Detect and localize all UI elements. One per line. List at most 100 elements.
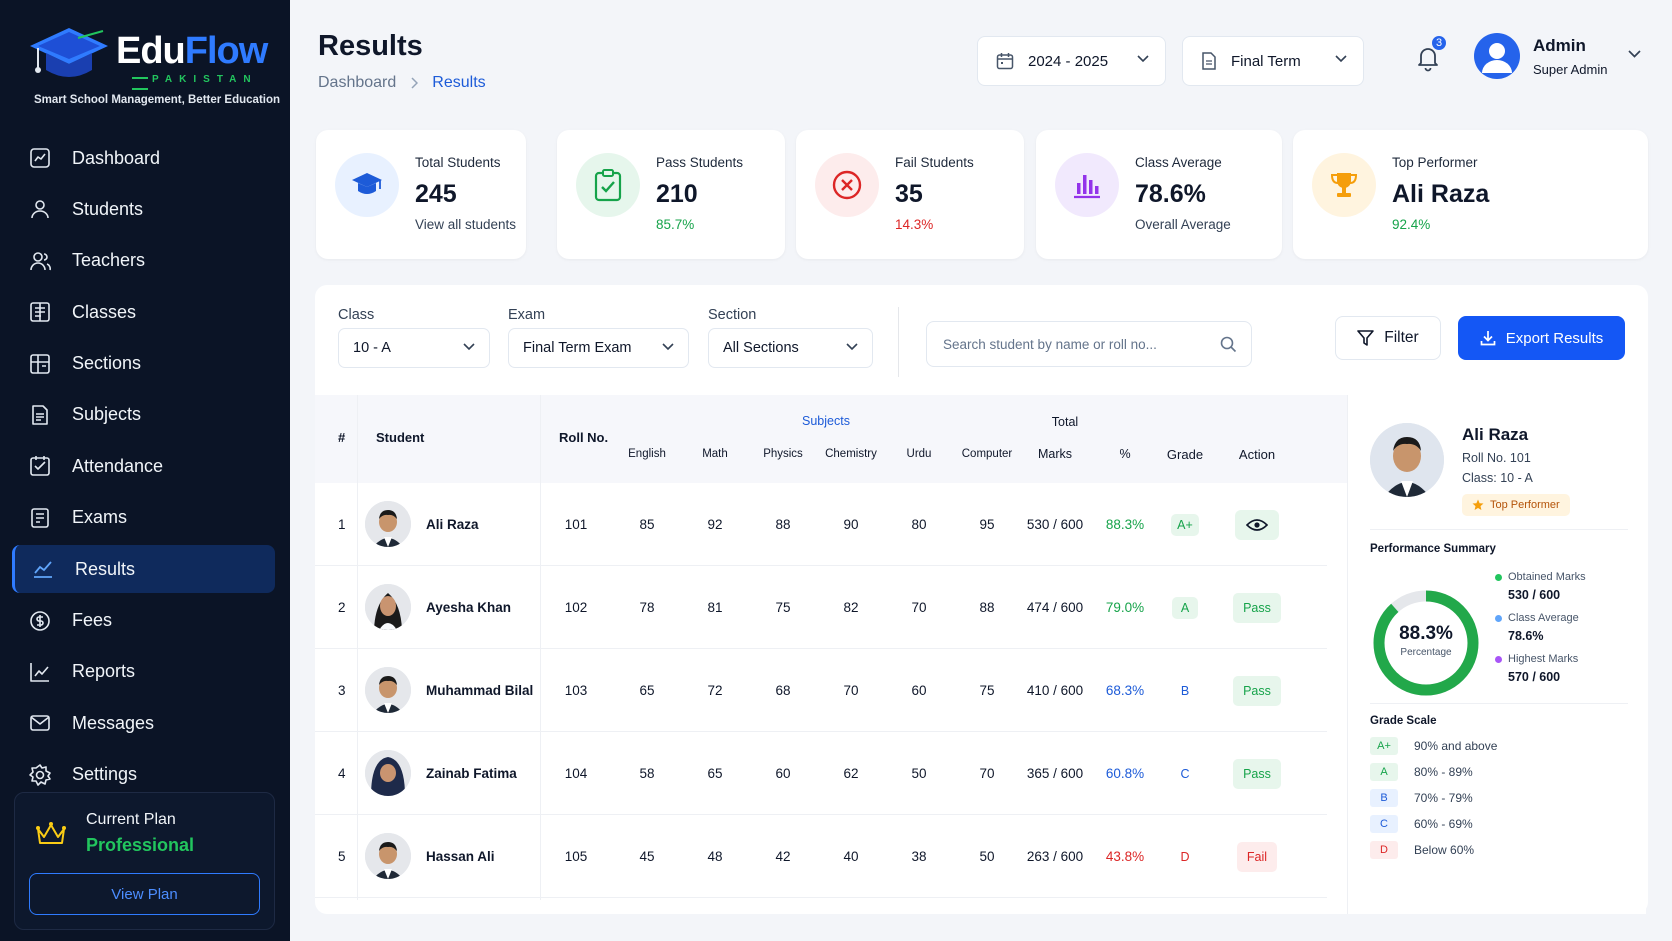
top-performer-label: Top Performer (1490, 499, 1560, 511)
brand-logo[interactable]: EduFlow PAKISTAN Smart School Management… (28, 24, 280, 114)
sidebar-item-attendance[interactable]: Attendance (12, 442, 275, 490)
sidebar-item-label: Dashboard (72, 147, 161, 168)
brand-sub: PAKISTAN (132, 74, 268, 96)
chevron-down-icon[interactable] (1628, 50, 1641, 58)
stat-label: Pass Students (656, 155, 744, 170)
table-row[interactable]: 4 Zainab Fatima 104 58 65 60 62 50 70 365 / 60… (315, 732, 1327, 815)
total-marks: 474 / 600 (1026, 600, 1084, 615)
settings-icon (28, 763, 52, 787)
total-marks: 530 / 600 (1026, 517, 1084, 532)
col-number-header: # (338, 430, 346, 445)
search-input[interactable] (943, 336, 1213, 352)
sidebar-item-label: Exams (72, 507, 128, 528)
view-plan-button[interactable]: View Plan (29, 873, 260, 915)
exams-icon (28, 506, 52, 530)
stat-card-pass-students[interactable]: Pass Students 210 85.7% (557, 130, 785, 259)
stat-card-top-performer[interactable]: Top Performer Ali Raza 92.4% (1293, 130, 1648, 259)
graduation-cap-logo-icon (30, 28, 108, 77)
col-student-header: Student (376, 430, 425, 445)
math-marks: 48 (707, 849, 723, 864)
urdu-marks: 80 (911, 517, 927, 532)
brand-tagline: Smart School Management, Better Educatio… (34, 94, 281, 106)
col-chemistry-header: Chemistry (825, 448, 877, 460)
exam-select[interactable]: Final Term Exam (508, 328, 689, 368)
legend-item: Highest Marks (1495, 653, 1578, 665)
messages-icon (28, 711, 52, 735)
breadcrumb-dashboard[interactable]: Dashboard (318, 74, 397, 91)
legend-value: 570 / 600 (1508, 670, 1561, 684)
computer-marks: 95 (979, 517, 995, 532)
sidebar-item-results[interactable]: Results (12, 545, 275, 594)
top-performer-badge: Top Performer (1462, 494, 1570, 516)
legend-label: Highest Marks (1508, 653, 1579, 665)
student-name[interactable]: Ali Raza (426, 517, 479, 532)
grade-scale-range: 80% - 89% (1414, 765, 1473, 779)
sidebar-item-classes[interactable]: Classes (12, 288, 275, 336)
student-name[interactable]: Ayesha Khan (426, 600, 512, 615)
table-row[interactable]: 5 Hassan Ali 105 45 48 42 40 38 50 263 / 600 4… (315, 815, 1327, 898)
attendance-icon (28, 454, 52, 478)
chemistry-marks: 40 (843, 849, 859, 864)
student-name[interactable]: Muhammad Bilal (426, 683, 534, 698)
sidebar-item-sections[interactable]: Sections (12, 340, 275, 388)
class-select[interactable]: 10 - A (338, 328, 490, 368)
term-select[interactable]: Final Term (1182, 36, 1364, 86)
stat-subtext[interactable]: View all students (415, 217, 517, 232)
divider (1370, 529, 1628, 530)
col-action-header: Action (1238, 447, 1276, 462)
student-search[interactable] (926, 321, 1252, 367)
current-plan-card: Current Plan Professional View Plan (14, 792, 275, 930)
class-select-value: 10 - A (353, 340, 391, 356)
sidebar-item-label: Teachers (72, 250, 146, 271)
exam-filter-label: Exam (508, 307, 546, 323)
percentage: 88.3% (1105, 517, 1145, 532)
roll-number: 102 (564, 600, 588, 615)
sidebar-item-exams[interactable]: Exams (12, 494, 275, 542)
page-title: Results (318, 30, 423, 62)
physics-marks: 88 (775, 517, 791, 532)
stat-subtext: 85.7% (656, 217, 695, 232)
stat-card-class-average[interactable]: Class Average 78.6% Overall Average (1036, 130, 1282, 259)
view-result-button[interactable] (1235, 509, 1279, 540)
english-marks: 45 (639, 849, 655, 864)
stat-card-fail-students[interactable]: Fail Students 35 14.3% (796, 130, 1024, 259)
physics-marks: 68 (775, 683, 791, 698)
student-name[interactable]: Hassan Ali (426, 849, 495, 864)
star-icon (1472, 499, 1484, 510)
sidebar-item-students[interactable]: Students (12, 185, 275, 233)
trophy-icon (1312, 153, 1376, 217)
urdu-marks: 60 (911, 683, 927, 698)
student-name[interactable]: Zainab Fatima (426, 766, 517, 781)
table-row[interactable]: 3 Muhammad Bilal 103 65 72 68 70 60 75 410 / 6… (315, 649, 1327, 732)
sidebar-item-messages[interactable]: Messages (12, 699, 275, 747)
performance-summary-title: Performance Summary (1370, 543, 1496, 555)
user-avatar[interactable] (1474, 33, 1520, 79)
sidebar-item-fees[interactable]: Fees (12, 597, 275, 645)
section-select[interactable]: All Sections (708, 328, 873, 368)
sidebar-item-dashboard[interactable]: Dashboard (12, 134, 275, 182)
bell-icon[interactable] (1414, 44, 1442, 72)
grade-scale-badge: B (1370, 789, 1398, 807)
table-row[interactable]: 2 Ayesha Khan 102 78 81 75 82 70 88 474 / 600 … (315, 566, 1327, 649)
profile-class: Class: 10 - A (1462, 471, 1533, 485)
roll-number: 104 (564, 766, 588, 781)
export-results-button[interactable]: Export Results (1458, 316, 1625, 360)
session-select[interactable]: 2024 - 2025 (977, 36, 1166, 86)
stat-card-total-students[interactable]: Total Students 245 View all students (316, 130, 526, 259)
filter-button[interactable]: Filter (1335, 316, 1441, 360)
legend-value: 78.6% (1508, 629, 1544, 643)
user-name[interactable]: Admin (1533, 36, 1586, 55)
chevron-down-icon (1137, 55, 1149, 63)
clipboard-check-icon (576, 153, 640, 217)
eye-icon (1246, 518, 1268, 531)
table-row[interactable]: 1 Ali Raza 101 85 92 88 90 80 95 530 / 600 88.… (315, 483, 1327, 566)
exam-select-value: Final Term Exam (523, 340, 632, 356)
grade-scale-badge: A+ (1370, 737, 1398, 755)
grade-badge: B (1180, 683, 1190, 698)
sidebar-item-subjects[interactable]: Subjects (12, 391, 275, 439)
sidebar-item-teachers[interactable]: Teachers (12, 237, 275, 285)
chemistry-marks: 90 (843, 517, 859, 532)
sidebar-item-reports[interactable]: Reports (12, 648, 275, 696)
english-marks: 85 (639, 517, 655, 532)
sidebar-item-settings[interactable]: Settings (12, 751, 275, 799)
